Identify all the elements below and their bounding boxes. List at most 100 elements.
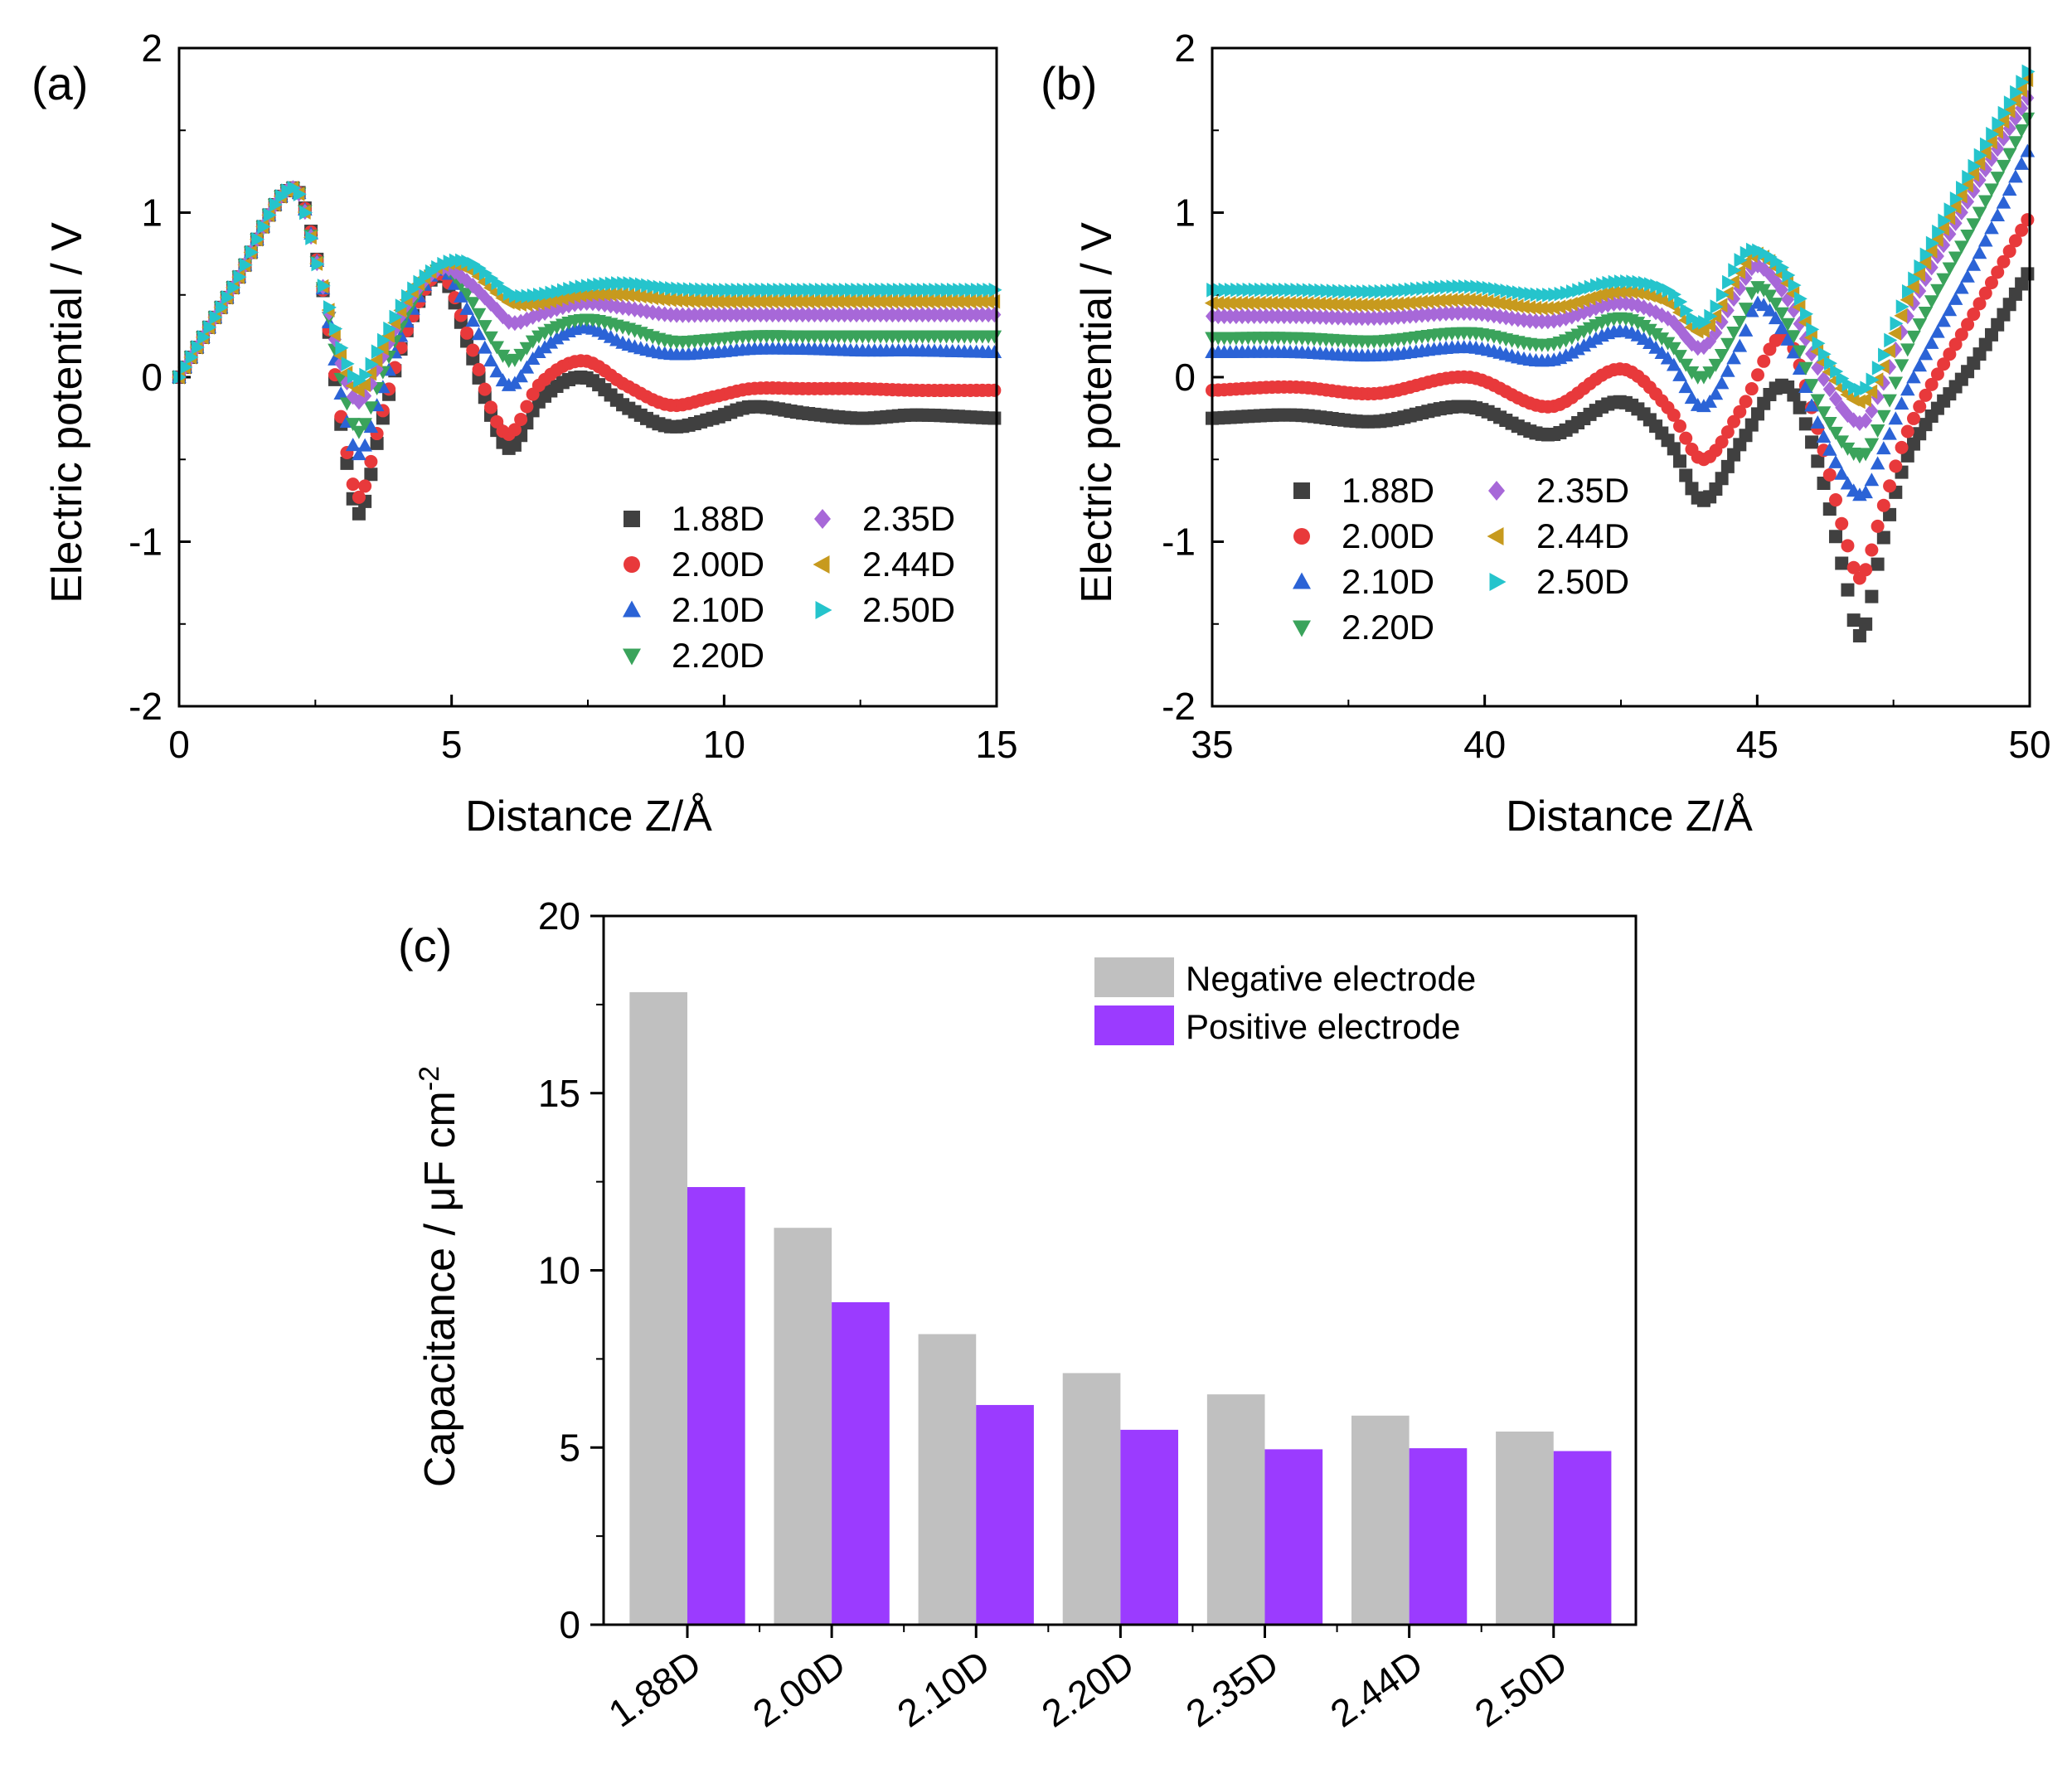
panel-a-point (987, 383, 1002, 397)
panel-a-point (364, 376, 378, 392)
panel-a-legend-label: 1.88D (672, 499, 764, 538)
panel-b-point (2008, 136, 2023, 150)
panel-b-point (1876, 498, 1890, 512)
panel-b-point (1811, 454, 1825, 468)
panel-b-point (1953, 188, 1968, 204)
panel-b-axes: 35 40 45 50 -2 -1 0 1 2 (1162, 27, 2050, 766)
panel-b-point (1696, 338, 1710, 356)
panel-b-point (1871, 389, 1885, 405)
panel-a-point (633, 288, 647, 304)
panel-c-label: (c) (398, 919, 452, 972)
panel-a-point (478, 289, 492, 306)
panel-b-point (1552, 299, 1566, 314)
panel-c-bar-negative-2.50D (1496, 1432, 1554, 1625)
panel-b-point (1984, 276, 1998, 290)
panel-c-y-tick-label: 0 (559, 1603, 580, 1646)
panel-b-point (1774, 282, 1788, 298)
panel-c-bar-negative-1.88D (629, 991, 687, 1625)
panel-a-legend-item: 2.50D (815, 590, 955, 629)
panel-a-point (459, 301, 474, 315)
panel-b-point (1890, 316, 1904, 332)
panel-a-point (646, 304, 660, 321)
panel-b-point (1895, 299, 1909, 314)
panel-a-legend: 1.88D 2.00D 2.10D 2.20D 2.35D 2.44D 2.50D (623, 499, 955, 675)
panel-a-point (346, 477, 360, 492)
panel-a-point (395, 298, 409, 313)
panel-a-point (377, 332, 391, 348)
panel-b-point (1960, 230, 1975, 244)
panel-a-point (251, 231, 265, 247)
panel-b-point (2015, 223, 2029, 237)
panel-a-point (651, 291, 665, 307)
panel-b-point (1883, 479, 1897, 493)
panel-b-point (1701, 317, 1715, 332)
panel-b-legend-label: 2.20D (1342, 608, 1434, 647)
panel-c-x-tick-label: 2.00D (745, 1642, 852, 1736)
panel-b-point (1782, 268, 1796, 283)
panel-b-point (1822, 380, 1837, 398)
panel-b-point (1834, 435, 1850, 449)
panel-b-point (1888, 326, 1902, 341)
panel-b-point (1582, 334, 1598, 348)
panel-a-y-tick-label: 2 (141, 27, 163, 70)
panel-a-point (352, 447, 366, 461)
panel-a-point (227, 280, 241, 295)
panel-b-point (1649, 304, 1663, 321)
panel-b-point (1919, 388, 1933, 402)
panel-b-point (1600, 286, 1614, 301)
panel-b-point (1805, 346, 1819, 362)
panel-b-point (1637, 299, 1651, 316)
panel-b-point (1929, 232, 1943, 248)
panel-b-point (1804, 398, 1819, 412)
panel-c-bar-negative-2.00D (774, 1228, 832, 1625)
panel-b-point (1830, 364, 1844, 379)
panel-a-point (352, 425, 366, 439)
panel-b-point (1881, 343, 1895, 359)
panel-b-point (1715, 435, 1729, 449)
panel-a-point (239, 257, 253, 273)
panel-b-point (1871, 557, 1885, 571)
panel-b-legend-label: 1.88D (1342, 471, 1434, 510)
panel-a-series (171, 180, 1002, 521)
panel-b-point (1667, 287, 1681, 303)
panel-b-legend-label: 2.35D (1536, 471, 1629, 510)
panel-b-point (1817, 346, 1832, 362)
panel-c-y-axis-label-main: Capacitance / μF cm (416, 1091, 464, 1487)
panel-a-point (454, 288, 468, 303)
panel-b-line-chart: (b) Electric potential / V Distance Z/Å … (1041, 27, 2051, 841)
panel-a-point (299, 205, 313, 220)
panel-c-bar-positive-2.10D (976, 1404, 1034, 1625)
panel-b-point (1959, 177, 1973, 193)
panel-b-point (1715, 472, 1729, 486)
panel-a-legend-label: 2.20D (672, 636, 764, 675)
panel-b-point (1714, 298, 1728, 313)
panel-b-point (1956, 180, 1970, 196)
panel-b-point (1913, 400, 1927, 414)
panel-b-point (1932, 224, 1946, 240)
panel-b-point (2021, 213, 2035, 227)
panel-b-point (1912, 358, 1928, 372)
panel-a-point (483, 353, 498, 367)
panel-a-point (471, 327, 487, 341)
panel-b-point (1876, 409, 1891, 424)
panel-b-point (2002, 104, 2016, 119)
panel-a-point (657, 292, 671, 307)
panel-b-point (1750, 407, 1764, 421)
panel-a-point (352, 490, 366, 504)
panel-a-point (466, 343, 480, 357)
panel-a-point (346, 389, 360, 405)
panel-b-point (1828, 454, 1843, 468)
panel-b-point (1732, 315, 1748, 329)
panel-b-point (1888, 376, 1904, 390)
panel-c-bar-positive-2.35D (1264, 1449, 1323, 1625)
panel-b-point (1812, 336, 1826, 351)
panel-b-point (1522, 300, 1536, 315)
panel-a-point (400, 288, 415, 304)
panel-b-point (1798, 417, 1812, 431)
panel-b-point (1547, 313, 1561, 329)
panel-a-point (987, 411, 1002, 425)
panel-b-point (1949, 191, 1963, 206)
panel-b-point (1672, 419, 1686, 433)
panel-b-point (1997, 254, 2011, 269)
panel-a-point (383, 321, 397, 337)
